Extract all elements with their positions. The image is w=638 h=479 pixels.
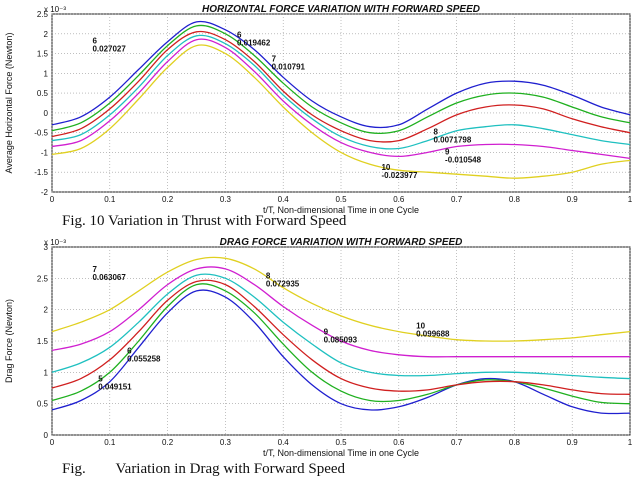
annotation-label: 8 <box>433 128 438 137</box>
y-scale-label: x 10⁻³ <box>44 5 66 14</box>
annotation-label: 10 <box>381 163 390 172</box>
x-tick-label: 0.2 <box>162 438 174 447</box>
annotation-value: -0.010548 <box>445 155 482 164</box>
y-tick-label: -1 <box>41 148 49 157</box>
series-line-5 <box>51 256 631 342</box>
series-line-5 <box>51 44 631 179</box>
annotation-label: 8 <box>266 271 271 280</box>
x-tick-label: 0.1 <box>104 195 116 204</box>
x-tick-label: 1 <box>628 195 633 204</box>
y-tick-label: 2 <box>44 306 49 315</box>
annotation-label: 5 <box>98 375 103 384</box>
annotation-label: 10 <box>416 321 425 330</box>
annotation-label: 7 <box>92 265 97 274</box>
series-line-1 <box>51 283 631 405</box>
annotation-value: 0.027027 <box>92 45 126 54</box>
y-tick-label: 0.5 <box>37 89 49 98</box>
x-tick-label: 0.9 <box>567 438 579 447</box>
annotation-label: 6 <box>92 37 97 46</box>
x-tick-label: 0.5 <box>335 195 347 204</box>
series-line-4 <box>51 38 631 160</box>
chart-panel-drag-force: 0 0.1 0.2 0.3 0.4 0.5 0.6 0.7 0.8 0.9 1 0 0.5 1 1.5 2 2.… <box>0 233 638 479</box>
series-line-0 <box>51 20 631 129</box>
series-line-0 <box>51 289 631 415</box>
x-tick-label: 1 <box>628 438 633 447</box>
x-tick-label: 0.3 <box>220 438 232 447</box>
y-tick-label: 2.5 <box>37 274 49 283</box>
x-axis-label: t/T, Non-dimensional Time in one Cycle <box>263 448 419 458</box>
y-tick-label: 1 <box>44 69 49 78</box>
y-axis-label: Average Horizontal Force (Newton) <box>4 33 14 174</box>
horizontal-force-chart: 0 0.1 0.2 0.3 0.4 0.5 0.6 0.7 0.8 0.9 1 -2 -1.5 -1 -0.… <box>4 4 633 215</box>
annotation-value: 0.0071798 <box>433 136 471 145</box>
y-axis-label: Drag Force (Newton) <box>4 299 14 383</box>
y-tick-label: 2.5 <box>37 10 49 19</box>
x-tick-label: 0 <box>50 195 55 204</box>
y-tick-label: 2 <box>44 30 49 39</box>
annotation-value: 0.055258 <box>127 355 161 364</box>
x-tick-label: 0.5 <box>335 438 347 447</box>
annotation-value: 0.085093 <box>324 336 358 345</box>
chart-panel-horizontal-force: 0 0.1 0.2 0.3 0.4 0.5 0.6 0.7 0.8 0.9 1 -2 -1.5 -1 -0.… <box>0 0 638 215</box>
x-tick-label: 0.9 <box>567 195 579 204</box>
series-line-3 <box>51 34 631 150</box>
annotation-value: 0.063067 <box>92 273 126 282</box>
chart-title: HORIZONTAL FORCE VARIATION WITH FORWARD … <box>202 4 480 15</box>
x-tick-label: 0.6 <box>393 438 405 447</box>
y-tick-label: 1 <box>44 368 49 377</box>
annotation-value: 0.099688 <box>416 329 450 338</box>
annotation-label: 6 <box>237 31 242 40</box>
x-tick-label: 0.1 <box>104 438 116 447</box>
y-tick-label: -1.5 <box>34 168 48 177</box>
x-axis-label: t/T, Non-dimensional Time in one Cycle <box>263 205 419 215</box>
annotation-value: 0.019462 <box>237 39 271 48</box>
x-tick-label: 0.4 <box>278 195 290 204</box>
x-tick-label: 0.8 <box>509 438 521 447</box>
caption-drag: Fig. Variation in Drag with Forward Spee… <box>62 461 346 477</box>
x-tick-label: 0.3 <box>220 195 232 204</box>
annotation-value: -0.023977 <box>381 171 418 180</box>
series-line-4 <box>51 266 630 358</box>
plot-area <box>51 13 631 193</box>
annotation-label: 9 <box>445 147 450 156</box>
x-tick-label: 0 <box>50 438 55 447</box>
chart-title: DRAG FORCE VARIATION WITH FORWARD SPEED <box>220 237 463 248</box>
annotation-value: 0.049151 <box>98 383 132 392</box>
series-line-3 <box>51 273 631 380</box>
y-tick-label: 1.5 <box>37 50 49 59</box>
y-scale-label: x 10⁻³ <box>44 238 66 247</box>
annotation-value: 0.010791 <box>272 62 306 71</box>
x-tick-label: 0.7 <box>451 438 463 447</box>
y-tick-label: -0.5 <box>34 129 48 138</box>
x-tick-label: 0.7 <box>451 195 463 204</box>
series-line-2 <box>51 30 631 143</box>
annotation-label: 9 <box>324 328 329 337</box>
x-tick-label: 0.4 <box>278 438 290 447</box>
series-line-1 <box>51 24 631 134</box>
y-tick-label: 0.5 <box>37 400 49 409</box>
y-tick-label: -2 <box>41 188 49 197</box>
y-tick-label: 0 <box>44 109 49 118</box>
drag-force-chart: 0 0.1 0.2 0.3 0.4 0.5 0.6 0.7 0.8 0.9 100.511.522.… <box>4 237 633 458</box>
annotation-value: 0.072935 <box>266 279 300 288</box>
caption-thrust: Fig. 10 Variation in Thrust with Forward… <box>62 213 347 229</box>
series-line-2 <box>51 279 631 395</box>
x-tick-label: 0.6 <box>393 195 405 204</box>
x-tick-label: 0.2 <box>162 195 174 204</box>
annotation-label: 6 <box>127 347 132 356</box>
y-tick-label: 0 <box>44 431 49 440</box>
y-tick-label: 3 <box>44 243 49 252</box>
annotation-label: 7 <box>272 54 277 63</box>
x-tick-label: 0.8 <box>509 195 521 204</box>
y-tick-label: 1.5 <box>37 337 49 346</box>
